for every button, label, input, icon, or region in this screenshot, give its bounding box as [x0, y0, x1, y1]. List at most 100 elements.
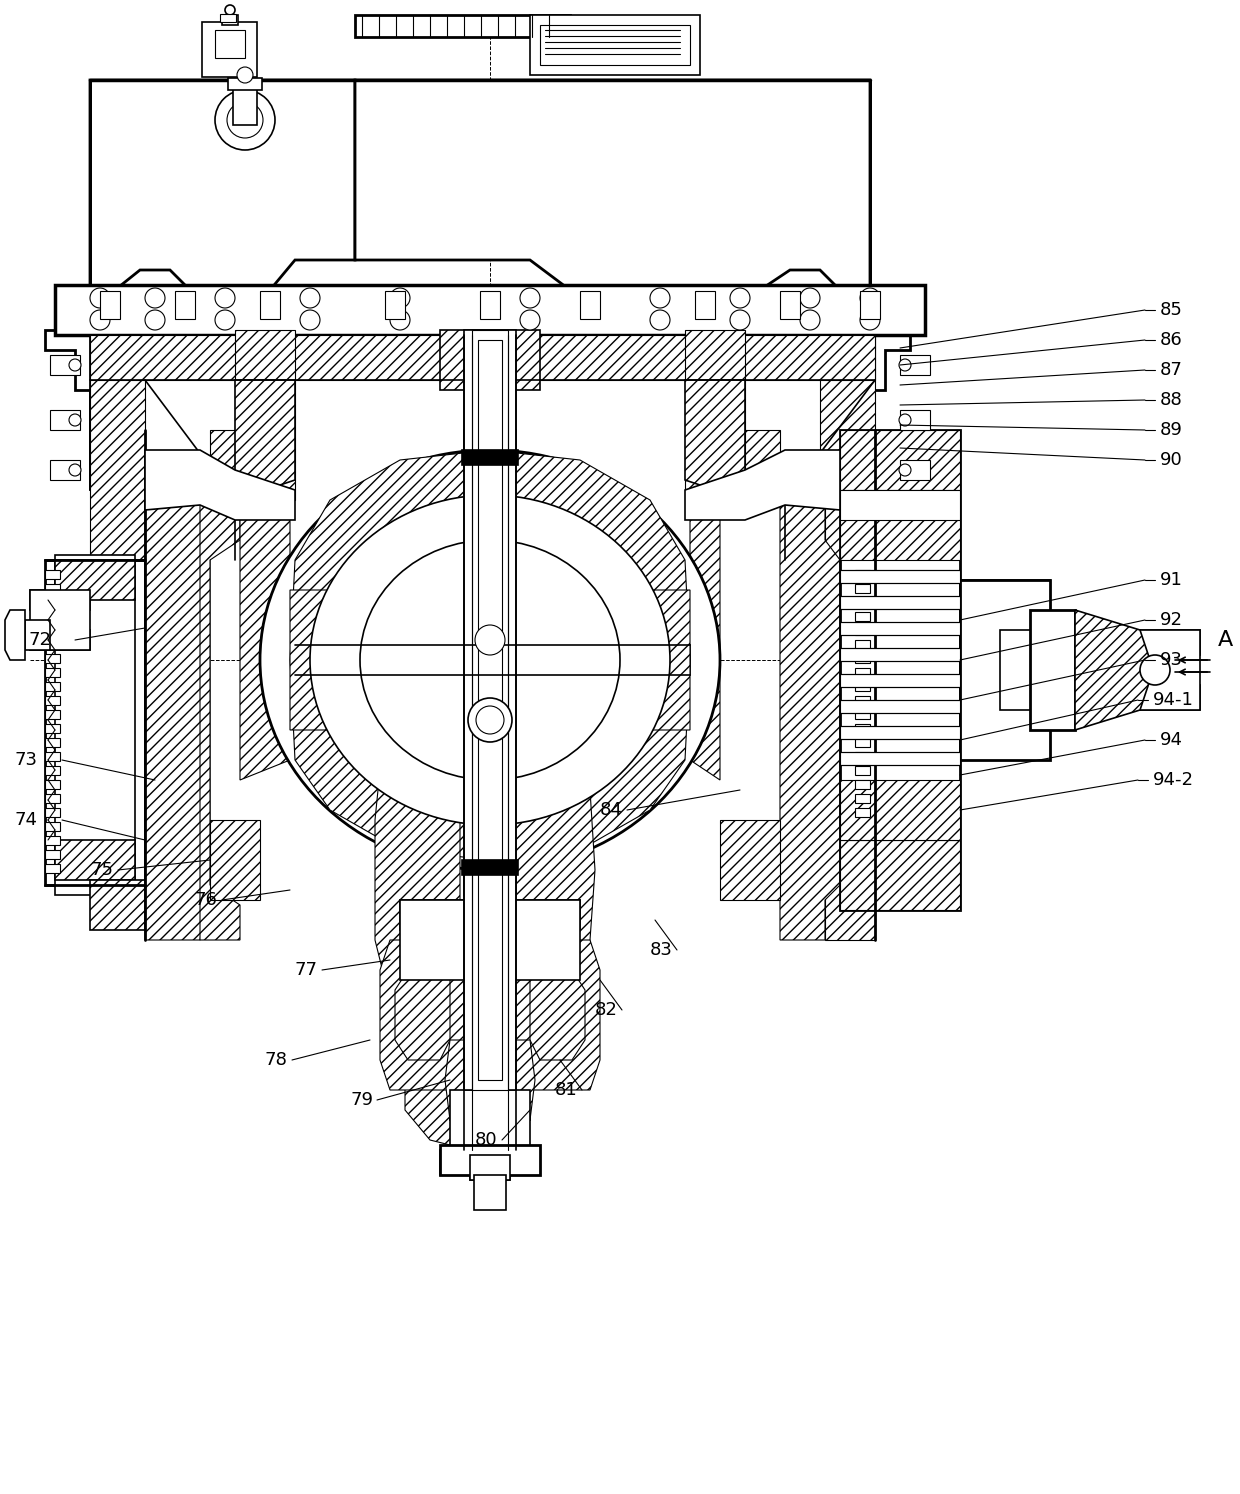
Bar — [401, 950, 580, 980]
Text: 94-2: 94-2 — [1153, 771, 1194, 789]
Circle shape — [520, 288, 539, 308]
Bar — [45, 681, 60, 692]
Bar — [839, 490, 960, 520]
Bar — [222, 15, 238, 25]
Bar — [401, 899, 580, 980]
Bar — [45, 639, 60, 648]
Circle shape — [69, 465, 81, 477]
Text: 86: 86 — [1159, 332, 1183, 350]
Bar — [45, 864, 60, 872]
Polygon shape — [515, 720, 595, 999]
Bar — [45, 654, 60, 663]
Bar — [856, 696, 870, 705]
Polygon shape — [210, 820, 260, 899]
Bar — [474, 1174, 506, 1210]
Bar — [856, 793, 870, 802]
Polygon shape — [379, 940, 600, 1091]
Bar — [856, 654, 870, 663]
Polygon shape — [720, 430, 780, 500]
Bar — [25, 620, 50, 650]
Polygon shape — [355, 81, 870, 290]
Ellipse shape — [310, 495, 670, 825]
Polygon shape — [839, 840, 960, 910]
Bar — [539, 25, 689, 66]
Bar — [55, 554, 135, 895]
Bar — [45, 793, 60, 802]
Bar — [384, 291, 405, 320]
Text: 92: 92 — [1159, 611, 1183, 629]
Polygon shape — [839, 780, 960, 840]
Bar — [295, 645, 689, 675]
Bar — [219, 13, 236, 22]
Circle shape — [861, 309, 880, 330]
Bar — [50, 409, 81, 430]
Circle shape — [800, 288, 820, 308]
Bar — [45, 738, 60, 747]
Bar — [856, 571, 870, 580]
Bar — [440, 1144, 539, 1174]
Bar — [856, 626, 870, 635]
Circle shape — [215, 309, 236, 330]
Bar — [45, 766, 60, 775]
Bar — [45, 850, 60, 859]
Text: 75: 75 — [91, 861, 113, 878]
Bar — [900, 356, 930, 375]
Circle shape — [91, 309, 110, 330]
Bar — [960, 731, 1050, 760]
Text: 80: 80 — [475, 1131, 497, 1149]
Circle shape — [800, 309, 820, 330]
Bar — [45, 668, 60, 677]
Polygon shape — [529, 970, 585, 1061]
Circle shape — [861, 288, 880, 308]
Polygon shape — [5, 610, 25, 660]
Bar — [233, 85, 257, 125]
Bar — [45, 696, 60, 705]
Circle shape — [650, 288, 670, 308]
Text: 79: 79 — [350, 1091, 373, 1109]
Bar — [175, 291, 195, 320]
Bar — [470, 1155, 510, 1180]
Bar — [839, 571, 960, 583]
Polygon shape — [315, 560, 450, 740]
Text: 83: 83 — [650, 941, 673, 959]
Polygon shape — [210, 430, 260, 500]
Circle shape — [69, 359, 81, 371]
Bar — [100, 291, 120, 320]
Bar — [839, 751, 960, 765]
Polygon shape — [684, 450, 839, 520]
Text: 82: 82 — [595, 1001, 618, 1019]
Circle shape — [145, 309, 165, 330]
Bar — [694, 291, 715, 320]
Bar — [839, 622, 960, 635]
Circle shape — [91, 288, 110, 308]
Text: 74: 74 — [15, 811, 38, 829]
Circle shape — [730, 288, 750, 308]
Polygon shape — [91, 335, 145, 870]
Bar — [55, 560, 135, 601]
Polygon shape — [396, 961, 450, 1061]
Bar — [839, 674, 960, 687]
Bar — [45, 626, 60, 635]
Polygon shape — [290, 590, 355, 731]
Circle shape — [899, 414, 911, 426]
Bar — [839, 701, 960, 713]
Bar — [45, 837, 60, 846]
Circle shape — [730, 309, 750, 330]
Bar — [856, 738, 870, 747]
Polygon shape — [839, 430, 960, 490]
Polygon shape — [684, 330, 745, 500]
Text: 76: 76 — [195, 890, 218, 908]
Polygon shape — [825, 500, 875, 940]
Bar — [464, 430, 516, 456]
Text: 91: 91 — [1159, 571, 1183, 589]
Bar — [30, 590, 91, 610]
Bar — [91, 880, 145, 929]
Bar — [260, 291, 280, 320]
Bar — [450, 1091, 529, 1150]
Circle shape — [227, 102, 263, 137]
Circle shape — [1140, 654, 1171, 686]
Polygon shape — [236, 330, 295, 500]
Bar — [839, 430, 960, 910]
Polygon shape — [200, 500, 241, 940]
Bar — [45, 710, 60, 719]
